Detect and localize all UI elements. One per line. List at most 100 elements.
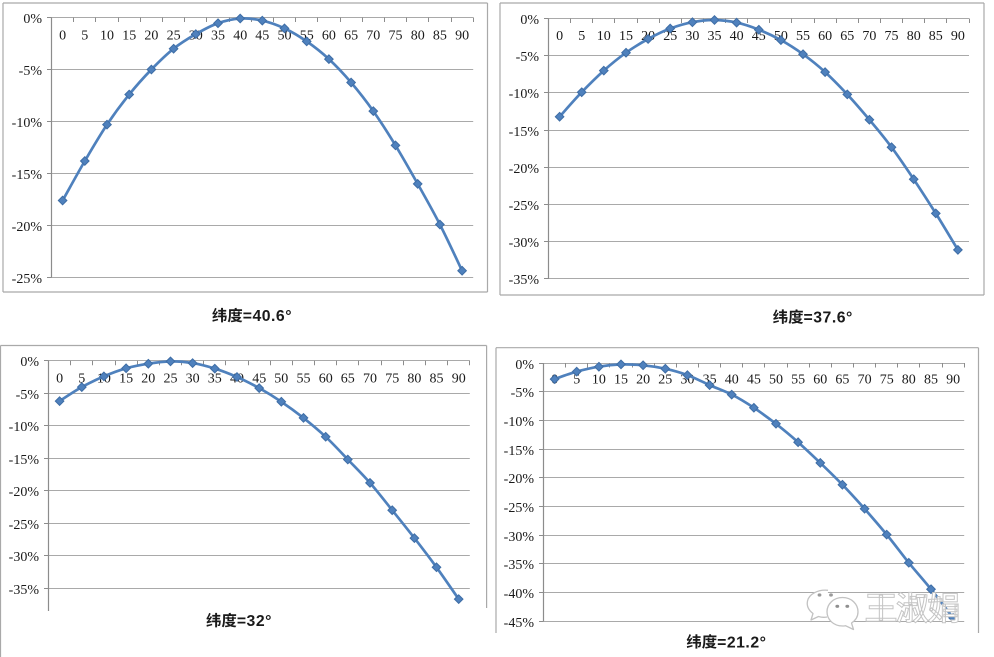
svg-text:-5%: -5% <box>19 64 43 79</box>
svg-text:30: 30 <box>685 29 699 44</box>
svg-text:0: 0 <box>56 372 63 387</box>
svg-text:5: 5 <box>578 29 585 44</box>
svg-text:60: 60 <box>818 29 832 44</box>
svg-text:40: 40 <box>725 373 739 388</box>
svg-text:-25%: -25% <box>12 272 43 287</box>
svg-text:-5%: -5% <box>511 386 535 401</box>
svg-text:90: 90 <box>452 372 466 387</box>
svg-text:40: 40 <box>730 29 744 44</box>
svg-text:35: 35 <box>211 29 225 44</box>
svg-text:-25%: -25% <box>509 199 540 214</box>
svg-text:90: 90 <box>946 373 960 388</box>
svg-text:-25%: -25% <box>504 501 535 516</box>
svg-text:-30%: -30% <box>9 550 40 565</box>
svg-text:45: 45 <box>752 29 766 44</box>
svg-text:-30%: -30% <box>509 236 540 251</box>
svg-text:0: 0 <box>59 29 66 44</box>
svg-text:0: 0 <box>556 29 563 44</box>
svg-text:25: 25 <box>167 29 181 44</box>
svg-text:-10%: -10% <box>509 87 540 102</box>
svg-text:70: 70 <box>366 29 380 44</box>
svg-text:-45%: -45% <box>504 616 535 631</box>
svg-text:20: 20 <box>636 373 650 388</box>
svg-text:0%: 0% <box>20 355 39 370</box>
svg-text:15: 15 <box>614 373 628 388</box>
svg-text:-15%: -15% <box>509 125 540 140</box>
svg-text:-25%: -25% <box>9 518 40 533</box>
svg-text:75: 75 <box>389 29 403 44</box>
svg-text:5: 5 <box>573 373 580 388</box>
svg-text:-20%: -20% <box>12 220 43 235</box>
svg-text:10: 10 <box>592 373 606 388</box>
svg-text:85: 85 <box>924 373 938 388</box>
svg-text:=32°: =32° <box>237 613 272 630</box>
svg-text:-5%: -5% <box>516 50 540 65</box>
svg-text:75: 75 <box>885 29 899 44</box>
svg-text:70: 70 <box>363 372 377 387</box>
svg-text:45: 45 <box>255 29 269 44</box>
svg-text:65: 65 <box>341 372 355 387</box>
svg-text:25: 25 <box>658 373 672 388</box>
svg-text:-35%: -35% <box>504 558 535 573</box>
svg-text:-10%: -10% <box>12 116 43 131</box>
svg-text:10: 10 <box>597 29 611 44</box>
svg-text:75: 75 <box>880 373 894 388</box>
svg-text:25: 25 <box>663 29 677 44</box>
svg-text:0%: 0% <box>520 13 539 28</box>
svg-text:20: 20 <box>141 372 155 387</box>
svg-text:-15%: -15% <box>504 444 535 459</box>
svg-text:45: 45 <box>747 373 761 388</box>
svg-text:35: 35 <box>208 372 222 387</box>
svg-text:55: 55 <box>796 29 810 44</box>
svg-text:=21.2°: =21.2° <box>717 634 766 651</box>
svg-text:70: 70 <box>858 373 872 388</box>
svg-text:-10%: -10% <box>504 415 535 430</box>
svg-text:85: 85 <box>929 29 943 44</box>
svg-text:-15%: -15% <box>9 453 40 468</box>
svg-text:80: 80 <box>902 373 916 388</box>
svg-text:80: 80 <box>411 29 425 44</box>
svg-text:-10%: -10% <box>9 420 40 435</box>
svg-text:80: 80 <box>407 372 421 387</box>
svg-text:15: 15 <box>122 29 136 44</box>
svg-text:60: 60 <box>319 372 333 387</box>
svg-text:-20%: -20% <box>509 162 540 177</box>
svg-text:45: 45 <box>252 372 266 387</box>
svg-text:50: 50 <box>769 373 783 388</box>
svg-text:=40.6°: =40.6° <box>243 308 292 325</box>
svg-text:70: 70 <box>862 29 876 44</box>
svg-text:90: 90 <box>455 29 469 44</box>
svg-text:35: 35 <box>708 29 722 44</box>
svg-text:60: 60 <box>813 373 827 388</box>
svg-text:80: 80 <box>907 29 921 44</box>
svg-text:65: 65 <box>840 29 854 44</box>
svg-text:0%: 0% <box>515 358 534 373</box>
svg-text:-35%: -35% <box>509 273 540 288</box>
svg-text:15: 15 <box>619 29 633 44</box>
svg-text:50: 50 <box>274 372 288 387</box>
svg-text:0%: 0% <box>23 12 42 27</box>
svg-text:=37.6°: =37.6° <box>804 310 853 327</box>
svg-text:85: 85 <box>430 372 444 387</box>
svg-text:65: 65 <box>835 373 849 388</box>
svg-text:90: 90 <box>951 29 965 44</box>
svg-text:-5%: -5% <box>16 388 40 403</box>
svg-text:75: 75 <box>385 372 399 387</box>
svg-text:55: 55 <box>791 373 805 388</box>
svg-text:65: 65 <box>344 29 358 44</box>
svg-text:15: 15 <box>119 372 133 387</box>
svg-text:-20%: -20% <box>9 485 40 500</box>
svg-text:-15%: -15% <box>12 168 43 183</box>
svg-text:60: 60 <box>322 29 336 44</box>
svg-text:20: 20 <box>144 29 158 44</box>
svg-text:5: 5 <box>78 372 85 387</box>
svg-text:-30%: -30% <box>504 530 535 545</box>
svg-text:25: 25 <box>164 372 178 387</box>
svg-text:55: 55 <box>297 372 311 387</box>
svg-text:40: 40 <box>233 29 247 44</box>
svg-text:10: 10 <box>100 29 114 44</box>
svg-text:85: 85 <box>433 29 447 44</box>
svg-text:5: 5 <box>81 29 88 44</box>
svg-text:-35%: -35% <box>9 583 40 598</box>
svg-text:-20%: -20% <box>504 472 535 487</box>
